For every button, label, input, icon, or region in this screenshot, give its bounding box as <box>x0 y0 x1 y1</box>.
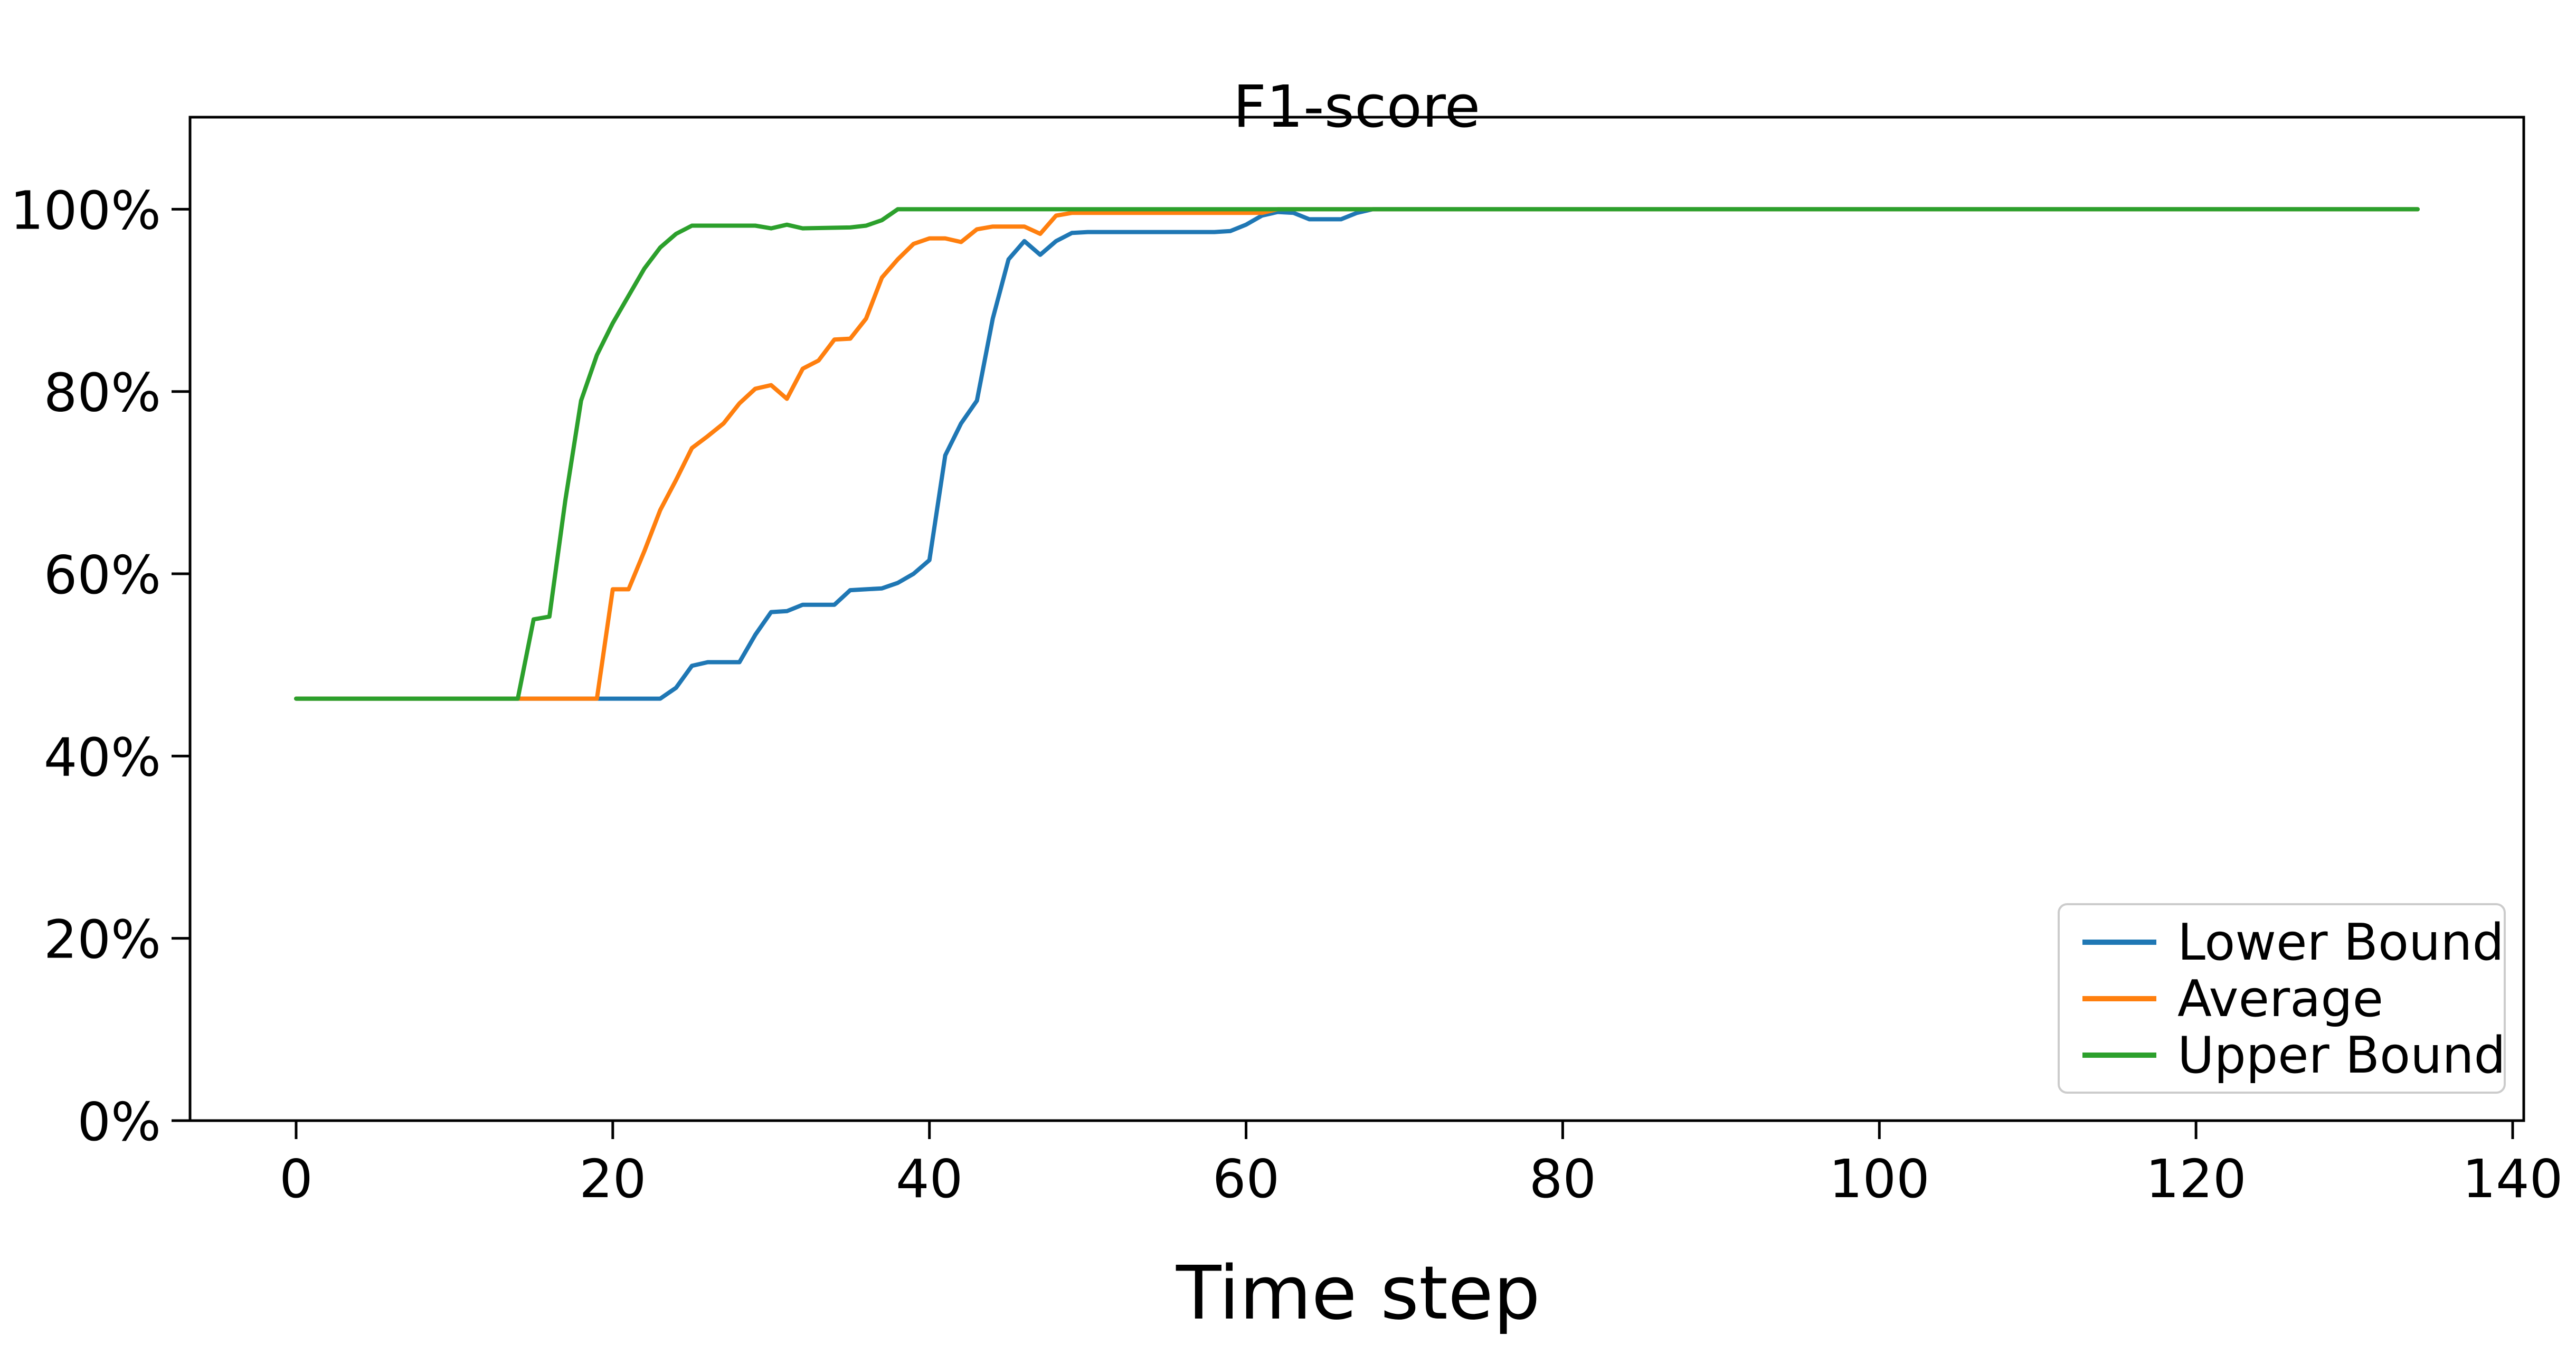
plot-area <box>188 116 2525 1122</box>
x-tick-label: 140 <box>2463 1148 2563 1210</box>
y-tick-label: 40% <box>44 726 161 788</box>
y-tick-label: 0% <box>77 1091 161 1153</box>
series-lines <box>294 207 2420 701</box>
y-tick-label: 80% <box>44 362 161 424</box>
series-line-upper-bound <box>294 207 2420 701</box>
y-tick-label: 20% <box>44 909 161 971</box>
x-tick-label: 80 <box>1529 1148 1596 1210</box>
series-line-lower-bound <box>294 207 2420 701</box>
x-tick-label: 100 <box>1829 1148 1930 1210</box>
chart-title: F1-score <box>1233 73 1481 140</box>
x-tick-label: 40 <box>896 1148 963 1210</box>
x-axis: 0 20 40 60 80 100 120 140 <box>279 1121 2563 1210</box>
legend-box <box>2058 903 2506 1094</box>
y-axis: 0% 20% 40% 60% 80% 100% <box>10 179 190 1153</box>
x-tick-label: 60 <box>1213 1148 1280 1210</box>
x-tick-label: 0 <box>279 1148 313 1210</box>
x-tick-label: 20 <box>579 1148 646 1210</box>
legend-label-average: Average <box>2177 970 2383 1028</box>
legend-label-lower-bound: Lower Bound <box>2177 914 2504 972</box>
legend-label-upper-bound: Upper Bound <box>2177 1027 2506 1085</box>
y-tick-label: 100% <box>10 179 161 241</box>
series-line-average <box>294 207 2420 701</box>
legend: Lower Bound Average Upper Bound <box>2058 903 2506 1094</box>
x-axis-label: Time step <box>1176 1250 1540 1336</box>
y-tick-label: 60% <box>44 544 161 606</box>
x-tick-label: 120 <box>2146 1148 2247 1210</box>
